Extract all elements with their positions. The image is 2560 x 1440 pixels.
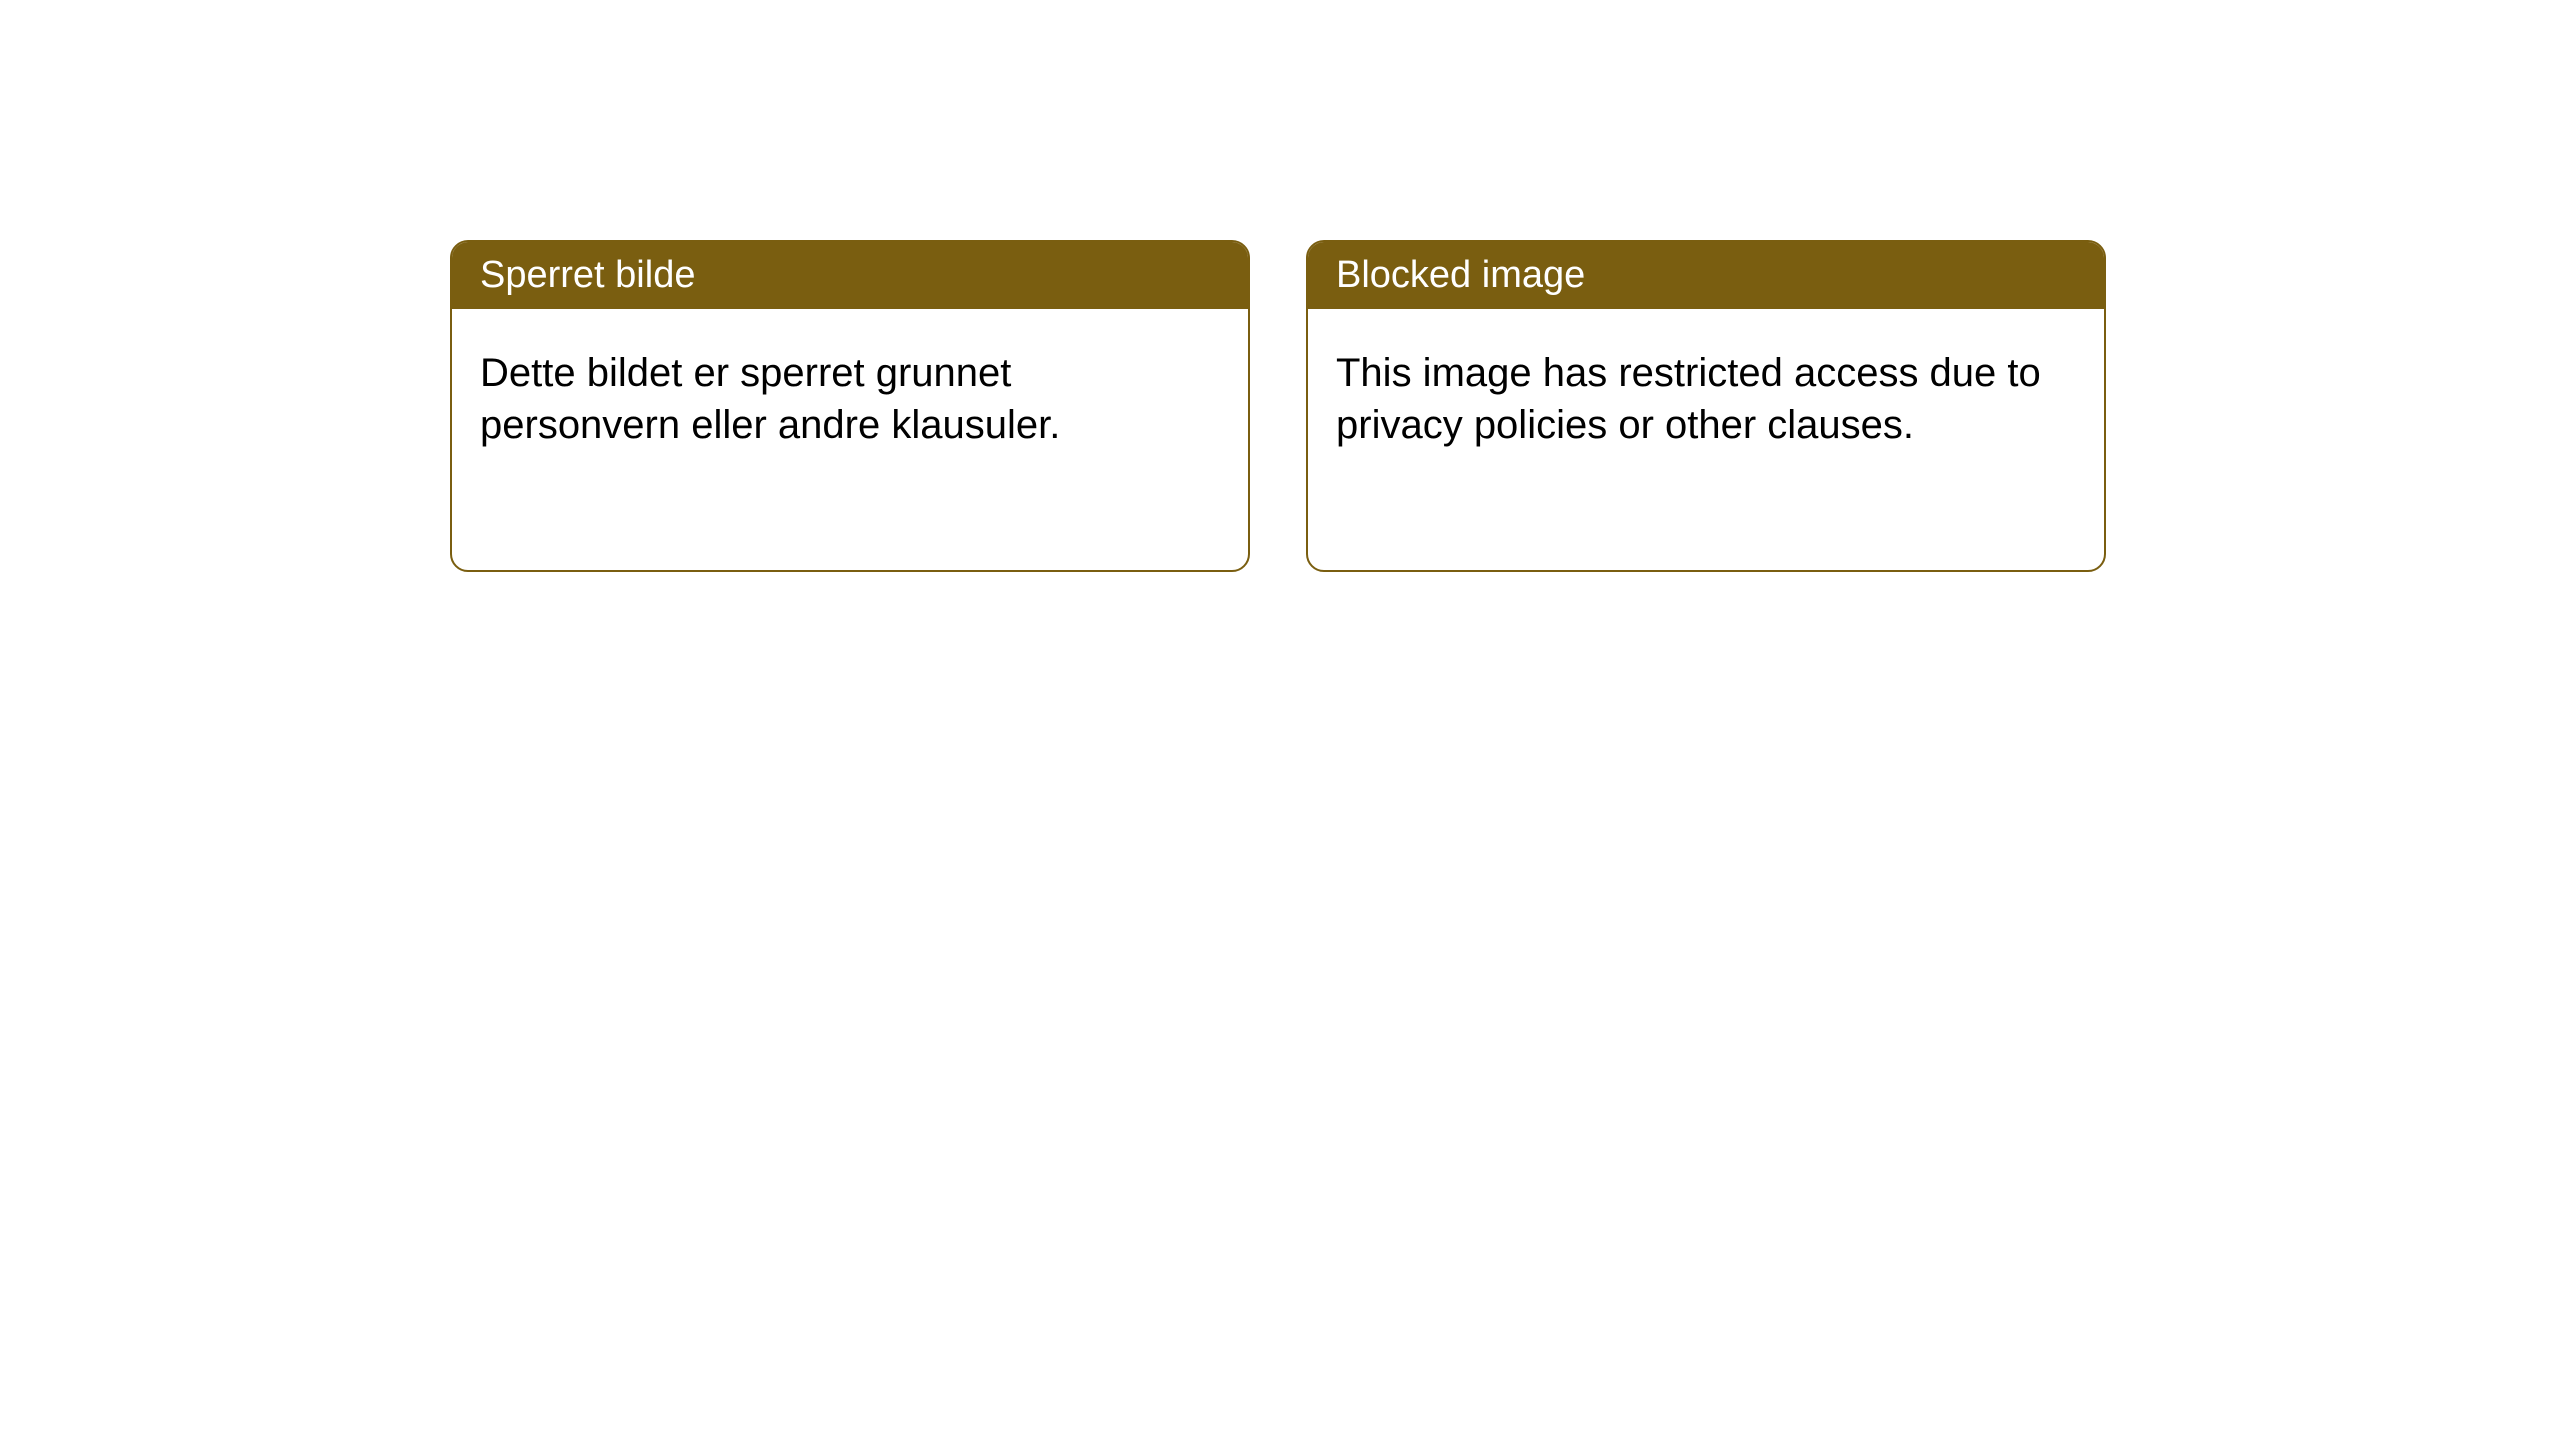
notice-title: Sperret bilde (480, 254, 695, 296)
notice-body: This image has restricted access due to … (1308, 309, 2104, 489)
notice-body-text: This image has restricted access due to … (1336, 351, 2041, 447)
notice-header: Blocked image (1308, 242, 2104, 309)
notice-header: Sperret bilde (452, 242, 1248, 309)
notice-body: Dette bildet er sperret grunnet personve… (452, 309, 1248, 489)
notice-card-english: Blocked image This image has restricted … (1306, 240, 2106, 572)
notice-title: Blocked image (1336, 254, 1585, 296)
notice-card-norwegian: Sperret bilde Dette bildet er sperret gr… (450, 240, 1250, 572)
notice-body-text: Dette bildet er sperret grunnet personve… (480, 351, 1060, 447)
notice-container: Sperret bilde Dette bildet er sperret gr… (0, 0, 2560, 572)
